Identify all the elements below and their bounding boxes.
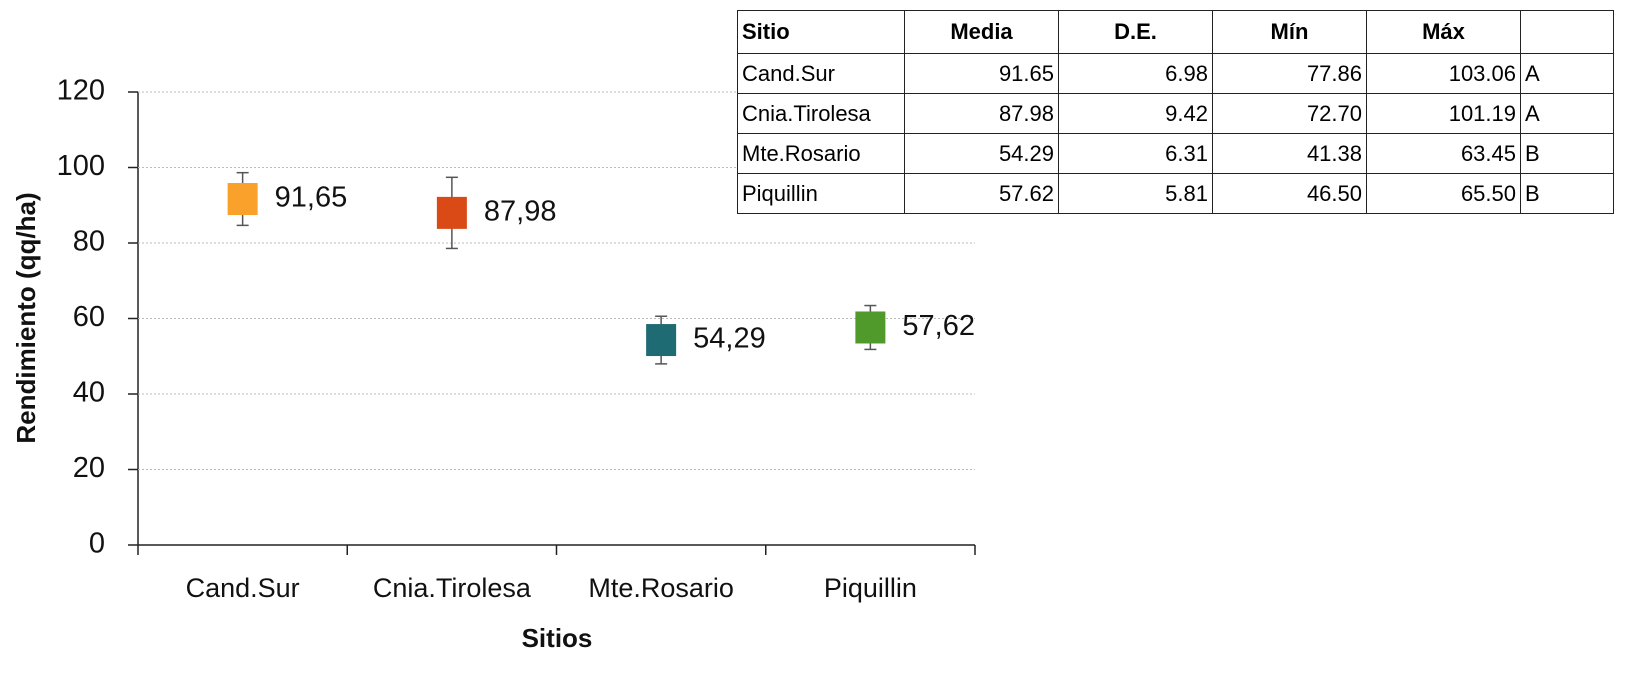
y-tick-label: 20 <box>73 452 105 484</box>
table-cell: 65.50 <box>1366 173 1521 214</box>
table-header-row: Sitio Media D.E. Mín Máx <box>737 10 1614 54</box>
table-cell: Cnia.Tirolesa <box>737 93 905 134</box>
table-cell: 41.38 <box>1212 133 1367 174</box>
x-tick-label: Cnia.Tirolesa <box>373 573 532 603</box>
table-cell: 57.62 <box>904 173 1059 214</box>
table-cell: 6.31 <box>1058 133 1213 174</box>
table-cell: A <box>1520 53 1614 94</box>
table-row: Cnia.Tirolesa 87.98 9.42 72.70 101.19 A <box>737 93 1614 134</box>
stats-table: Sitio Media D.E. Mín Máx Cand.Sur 91.65 6.98 77.… <box>737 10 1614 214</box>
table-cell: 63.45 <box>1366 133 1521 174</box>
table-cell: Piquillin <box>737 173 905 214</box>
table-cell: 6.98 <box>1058 53 1213 94</box>
data-label: 87,98 <box>484 196 557 228</box>
table-cell: 77.86 <box>1212 53 1367 94</box>
table-cell: Cand.Sur <box>737 53 905 94</box>
table-header-cell: Media <box>904 10 1059 54</box>
table-cell: A <box>1520 93 1614 134</box>
table-header-cell: Sitio <box>737 10 905 54</box>
point-marker <box>227 183 258 216</box>
x-tick-label: Piquillin <box>824 573 917 603</box>
table-cell: 103.06 <box>1366 53 1521 94</box>
table-cell: 46.50 <box>1212 173 1367 214</box>
data-label: 57,62 <box>902 310 975 342</box>
table-header-cell: D.E. <box>1058 10 1213 54</box>
point-marker <box>436 196 467 229</box>
table-header-cell <box>1520 10 1614 54</box>
table-row: Cand.Sur 91.65 6.98 77.86 103.06 A <box>737 53 1614 94</box>
table-row: Mte.Rosario 54.29 6.31 41.38 63.45 B <box>737 133 1614 174</box>
table-cell: B <box>1520 173 1614 214</box>
y-tick-label: 100 <box>57 150 105 182</box>
y-tick-label: 40 <box>73 377 105 409</box>
table-cell: B <box>1520 133 1614 174</box>
x-tick-label: Cand.Sur <box>186 573 300 603</box>
y-tick-label: 120 <box>57 75 105 107</box>
table-header-cell: Mín <box>1212 10 1367 54</box>
x-axis-label: Sitios <box>522 623 593 653</box>
table-header-cell: Máx <box>1366 10 1521 54</box>
data-label: 91,65 <box>275 182 348 214</box>
data-label: 54,29 <box>693 323 766 355</box>
table-cell: 91.65 <box>904 53 1059 94</box>
table-cell: 87.98 <box>904 93 1059 134</box>
table-cell: 9.42 <box>1058 93 1213 134</box>
table-cell: Mte.Rosario <box>737 133 905 174</box>
table-cell: 101.19 <box>1366 93 1521 134</box>
table-cell: 5.81 <box>1058 173 1213 214</box>
y-axis-label: Rendimiento (qq/ha) <box>11 192 41 443</box>
y-tick-label: 80 <box>73 226 105 258</box>
y-tick-label: 60 <box>73 301 105 333</box>
table-cell: 54.29 <box>904 133 1059 174</box>
point-marker <box>855 311 886 344</box>
y-tick-label: 0 <box>89 528 105 560</box>
point-marker <box>646 324 677 357</box>
table-row: Piquillin 57.62 5.81 46.50 65.50 B <box>737 173 1614 214</box>
x-tick-label: Mte.Rosario <box>588 573 734 603</box>
table-cell: 72.70 <box>1212 93 1367 134</box>
